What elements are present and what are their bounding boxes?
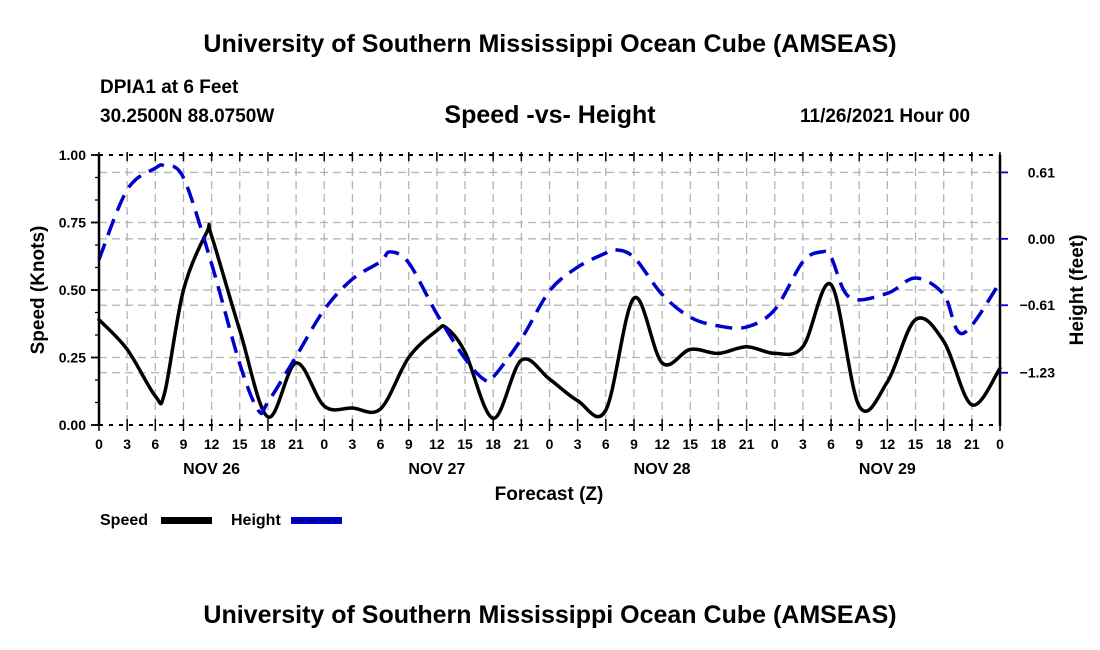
y-axis-title: Speed (Knots): [28, 226, 49, 355]
x-tick-label: 12: [429, 436, 445, 452]
y-tick-label: 0.75: [59, 215, 86, 231]
x-tick-label: 12: [654, 436, 670, 452]
x-tick-label: 21: [964, 436, 980, 452]
legend-label-height: Height: [231, 512, 281, 529]
series-layer: [97, 163, 1002, 421]
legend-label-speed: Speed: [100, 512, 148, 529]
x-tick-label: 0: [771, 436, 779, 452]
x-tick-label: 9: [855, 436, 863, 452]
chart-title: Speed -vs- Height: [444, 101, 656, 129]
y2-tick-label: −0.61: [1020, 297, 1056, 313]
x-axis-title: Forecast (Z): [495, 484, 604, 505]
x-day-label: NOV 26: [183, 461, 240, 478]
axes: [91, 152, 1008, 431]
y2-tick-label: 0.61: [1028, 164, 1055, 180]
y-tick-label: 0.25: [59, 350, 86, 366]
x-day-label: NOV 27: [408, 461, 465, 478]
x-tick-label: 15: [457, 436, 473, 452]
x-tick-label: 12: [204, 436, 220, 452]
x-tick-label: 12: [880, 436, 896, 452]
x-tick-label: 3: [799, 436, 807, 452]
x-tick-label: 3: [574, 436, 582, 452]
station-coordinates: 30.2500N 88.0750W: [100, 106, 275, 127]
x-tick-label: 21: [288, 436, 304, 452]
legend-swatch-height: [291, 517, 342, 524]
x-tick-label: 0: [996, 436, 1004, 452]
x-tick-label: 3: [349, 436, 357, 452]
x-tick-label: 0: [546, 436, 554, 452]
footer-title: University of Southern Mississippi Ocean…: [203, 601, 897, 629]
station-label: DPIA1 at 6 Feet: [100, 77, 239, 98]
x-tick-label: 6: [827, 436, 835, 452]
forecast-datetime: 11/26/2021 Hour 00: [800, 106, 971, 127]
x-tick-label: 18: [260, 436, 276, 452]
main-title: University of Southern Mississippi Ocean…: [203, 30, 897, 58]
x-tick-label: 3: [123, 436, 131, 452]
y2-tick-label: −1.23: [1020, 365, 1056, 381]
x-tick-label: 9: [405, 436, 413, 452]
x-tick-label: 9: [630, 436, 638, 452]
x-tick-label: 21: [739, 436, 755, 452]
y2-axis-title: Height (feet): [1067, 235, 1088, 346]
x-tick-label: 18: [711, 436, 727, 452]
x-day-label: NOV 28: [634, 461, 691, 478]
height-series-line: [97, 163, 1002, 416]
y-tick-label: 0.50: [59, 282, 86, 298]
x-tick-label: 21: [514, 436, 530, 452]
x-tick-label: 18: [936, 436, 952, 452]
x-tick-label: 15: [682, 436, 698, 452]
tick-labels: 0 3 6 9 12 15 18 21 0 3 6 9 12 15 18 21 0 3 6 9 12 15 18 21 0 3 6 9…: [59, 147, 1055, 478]
y-tick-label: 0.00: [59, 417, 86, 433]
y2-tick-label: 0.00: [1028, 231, 1055, 247]
x-tick-label: 0: [320, 436, 328, 452]
x-tick-label: 18: [485, 436, 501, 452]
speed-series-line: [97, 222, 1002, 421]
x-tick-label: 15: [908, 436, 924, 452]
x-tick-label: 9: [180, 436, 188, 452]
x-tick-label: 6: [377, 436, 385, 452]
y-tick-label: 1.00: [59, 147, 86, 163]
legend: Speed Height: [100, 512, 342, 529]
grid: [99, 155, 1000, 425]
x-day-label: NOV 29: [859, 461, 916, 478]
legend-swatch-speed: [161, 517, 212, 524]
x-tick-label: 0: [95, 436, 103, 452]
x-tick-label: 6: [602, 436, 610, 452]
x-tick-label: 6: [151, 436, 159, 452]
x-tick-label: 15: [232, 436, 248, 452]
